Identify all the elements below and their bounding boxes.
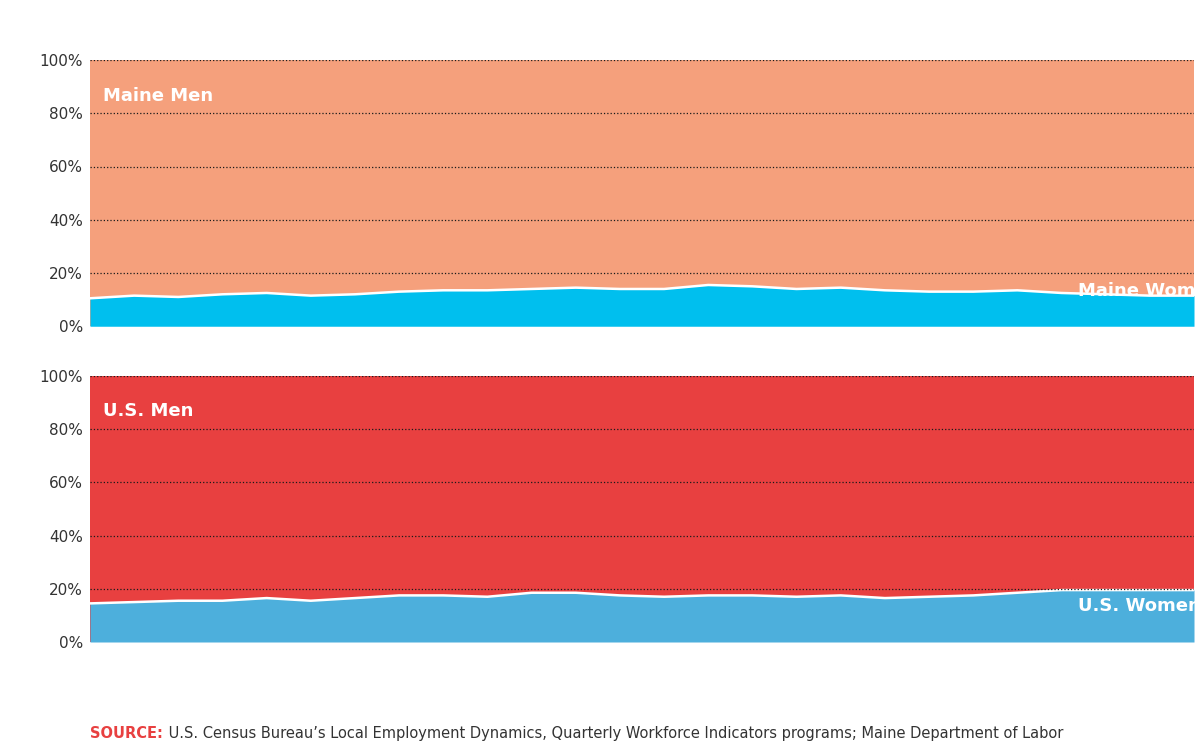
Text: 2011: 2011: [688, 337, 728, 352]
Text: MAINE CONSTRUCTION JOBS BY GENDER: MAINE CONSTRUCTION JOBS BY GENDER: [101, 20, 572, 39]
Text: SOURCE:: SOURCE:: [90, 726, 163, 741]
Text: Maine Women: Maine Women: [1078, 282, 1200, 300]
Text: 2005: 2005: [422, 337, 463, 352]
Text: 2015: 2015: [864, 652, 905, 668]
Text: 2003: 2003: [335, 652, 376, 668]
Text: 2019: 2019: [1042, 337, 1082, 352]
Text: 1997: 1997: [70, 652, 110, 668]
Text: 1997: 1997: [70, 337, 110, 352]
Text: 2001: 2001: [246, 652, 287, 668]
Text: 2013: 2013: [776, 652, 817, 668]
Text: 2021: 2021: [1129, 652, 1170, 668]
Text: 2015: 2015: [864, 337, 905, 352]
Text: 2007: 2007: [511, 652, 552, 668]
Text: 2017: 2017: [953, 337, 994, 352]
Text: 2005: 2005: [422, 652, 463, 668]
Text: 2009: 2009: [600, 652, 641, 668]
Text: 2001: 2001: [246, 337, 287, 352]
Text: 1999: 1999: [158, 652, 199, 668]
Text: 2021: 2021: [1129, 337, 1170, 352]
Text: 2019: 2019: [1042, 652, 1082, 668]
Text: 2007: 2007: [511, 337, 552, 352]
Text: 2011: 2011: [688, 652, 728, 668]
Text: U.S. Men: U.S. Men: [103, 403, 193, 421]
Text: 2003: 2003: [335, 337, 376, 352]
Text: 1999: 1999: [158, 337, 199, 352]
Text: Maine Men: Maine Men: [103, 87, 214, 105]
Text: U.S. Census Bureau’s Local Employment Dynamics, Quarterly Workforce Indicators p: U.S. Census Bureau’s Local Employment Dy…: [164, 726, 1063, 741]
Text: 2009: 2009: [600, 337, 641, 352]
Text: 2017: 2017: [953, 652, 994, 668]
Text: U.S. Women: U.S. Women: [1078, 598, 1200, 616]
Text: 2013: 2013: [776, 337, 817, 352]
